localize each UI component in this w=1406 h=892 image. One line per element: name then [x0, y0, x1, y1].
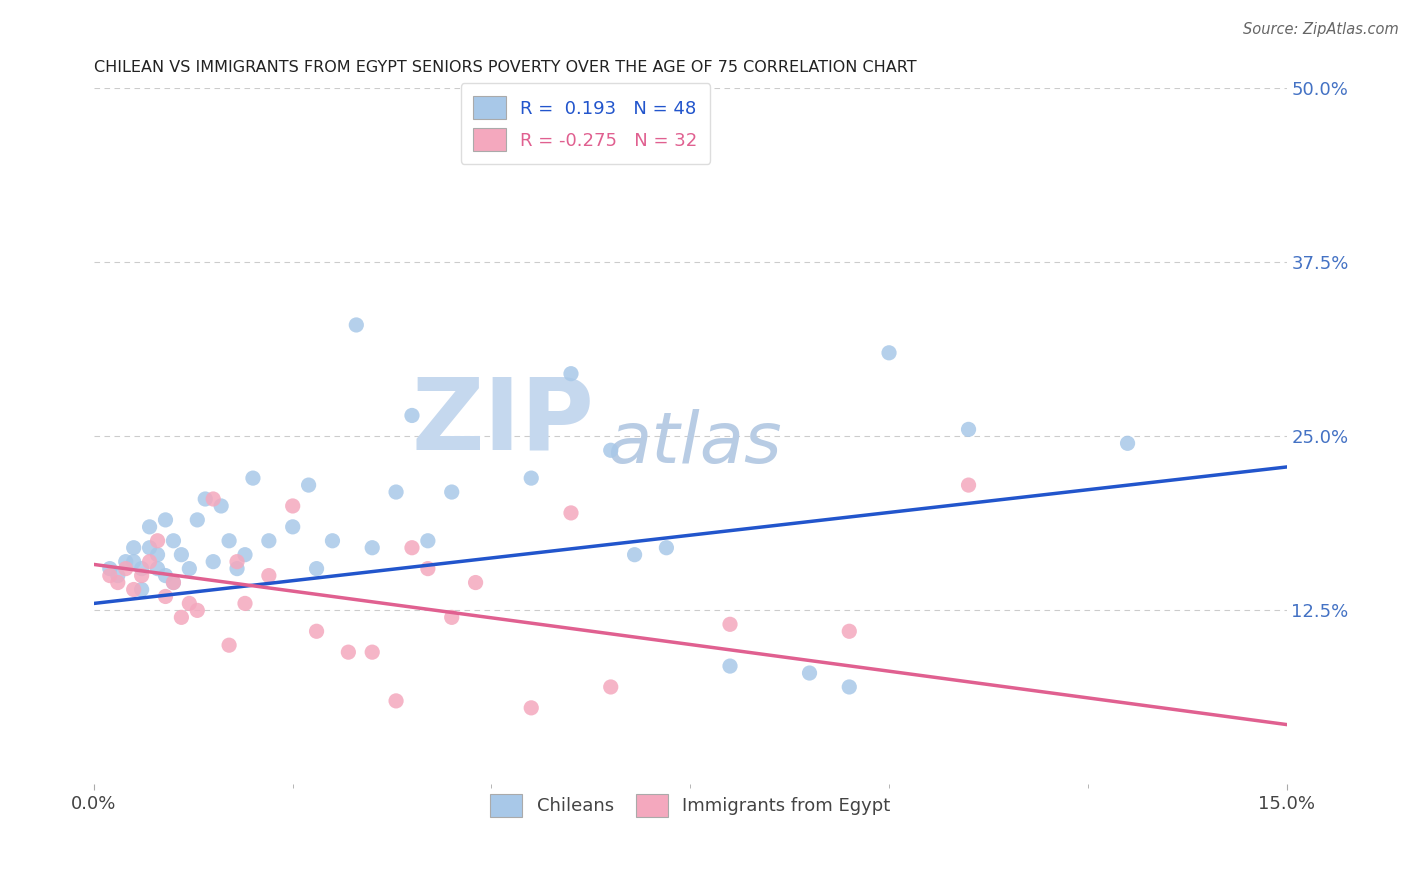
Point — [361, 645, 384, 659]
Point — [146, 533, 169, 548]
Point — [179, 596, 201, 610]
Point — [131, 561, 153, 575]
Point — [162, 575, 184, 590]
Point — [233, 596, 256, 610]
Point — [416, 561, 439, 575]
Point — [155, 513, 177, 527]
Text: ZIP: ZIP — [412, 374, 595, 471]
Point — [194, 491, 217, 506]
Point — [838, 624, 860, 639]
Point — [146, 561, 169, 575]
Legend: Chileans, Immigrants from Egypt: Chileans, Immigrants from Egypt — [482, 787, 898, 824]
Text: atlas: atlas — [607, 409, 782, 478]
Point — [464, 575, 486, 590]
Point — [114, 561, 136, 575]
Point — [305, 624, 328, 639]
Point — [560, 367, 582, 381]
Point — [122, 541, 145, 555]
Point — [361, 541, 384, 555]
Point — [155, 590, 177, 604]
Point — [957, 478, 980, 492]
Point — [162, 533, 184, 548]
Point — [321, 533, 343, 548]
Point — [233, 548, 256, 562]
Point — [202, 491, 225, 506]
Point — [131, 582, 153, 597]
Point — [838, 680, 860, 694]
Point — [877, 346, 900, 360]
Point — [138, 541, 160, 555]
Point — [401, 541, 423, 555]
Point — [138, 555, 160, 569]
Point — [718, 617, 741, 632]
Point — [122, 555, 145, 569]
Point — [520, 471, 543, 485]
Point — [401, 409, 423, 423]
Point — [305, 561, 328, 575]
Point — [257, 533, 280, 548]
Point — [107, 568, 129, 582]
Point — [718, 659, 741, 673]
Point — [655, 541, 678, 555]
Point — [344, 318, 367, 332]
Point — [98, 568, 121, 582]
Point — [209, 499, 232, 513]
Point — [226, 561, 249, 575]
Point — [520, 701, 543, 715]
Point — [440, 610, 463, 624]
Point — [179, 561, 201, 575]
Point — [385, 485, 408, 500]
Point — [218, 638, 240, 652]
Point — [170, 548, 193, 562]
Point — [107, 575, 129, 590]
Point — [1116, 436, 1139, 450]
Point — [218, 533, 240, 548]
Point — [257, 568, 280, 582]
Point — [114, 555, 136, 569]
Point — [98, 561, 121, 575]
Point — [416, 533, 439, 548]
Point — [599, 680, 621, 694]
Point — [464, 136, 486, 151]
Point — [560, 506, 582, 520]
Point — [242, 471, 264, 485]
Point — [226, 555, 249, 569]
Point — [138, 520, 160, 534]
Point — [440, 485, 463, 500]
Point — [297, 478, 319, 492]
Point — [131, 568, 153, 582]
Point — [170, 610, 193, 624]
Point — [186, 513, 208, 527]
Point — [146, 548, 169, 562]
Point — [799, 666, 821, 681]
Point — [599, 443, 621, 458]
Point — [385, 694, 408, 708]
Point — [957, 422, 980, 436]
Point — [202, 555, 225, 569]
Point — [155, 568, 177, 582]
Point — [162, 575, 184, 590]
Point — [281, 499, 304, 513]
Point — [281, 520, 304, 534]
Point — [623, 548, 645, 562]
Text: Source: ZipAtlas.com: Source: ZipAtlas.com — [1243, 22, 1399, 37]
Point — [186, 603, 208, 617]
Text: CHILEAN VS IMMIGRANTS FROM EGYPT SENIORS POVERTY OVER THE AGE OF 75 CORRELATION : CHILEAN VS IMMIGRANTS FROM EGYPT SENIORS… — [94, 60, 917, 75]
Point — [122, 582, 145, 597]
Point — [337, 645, 360, 659]
